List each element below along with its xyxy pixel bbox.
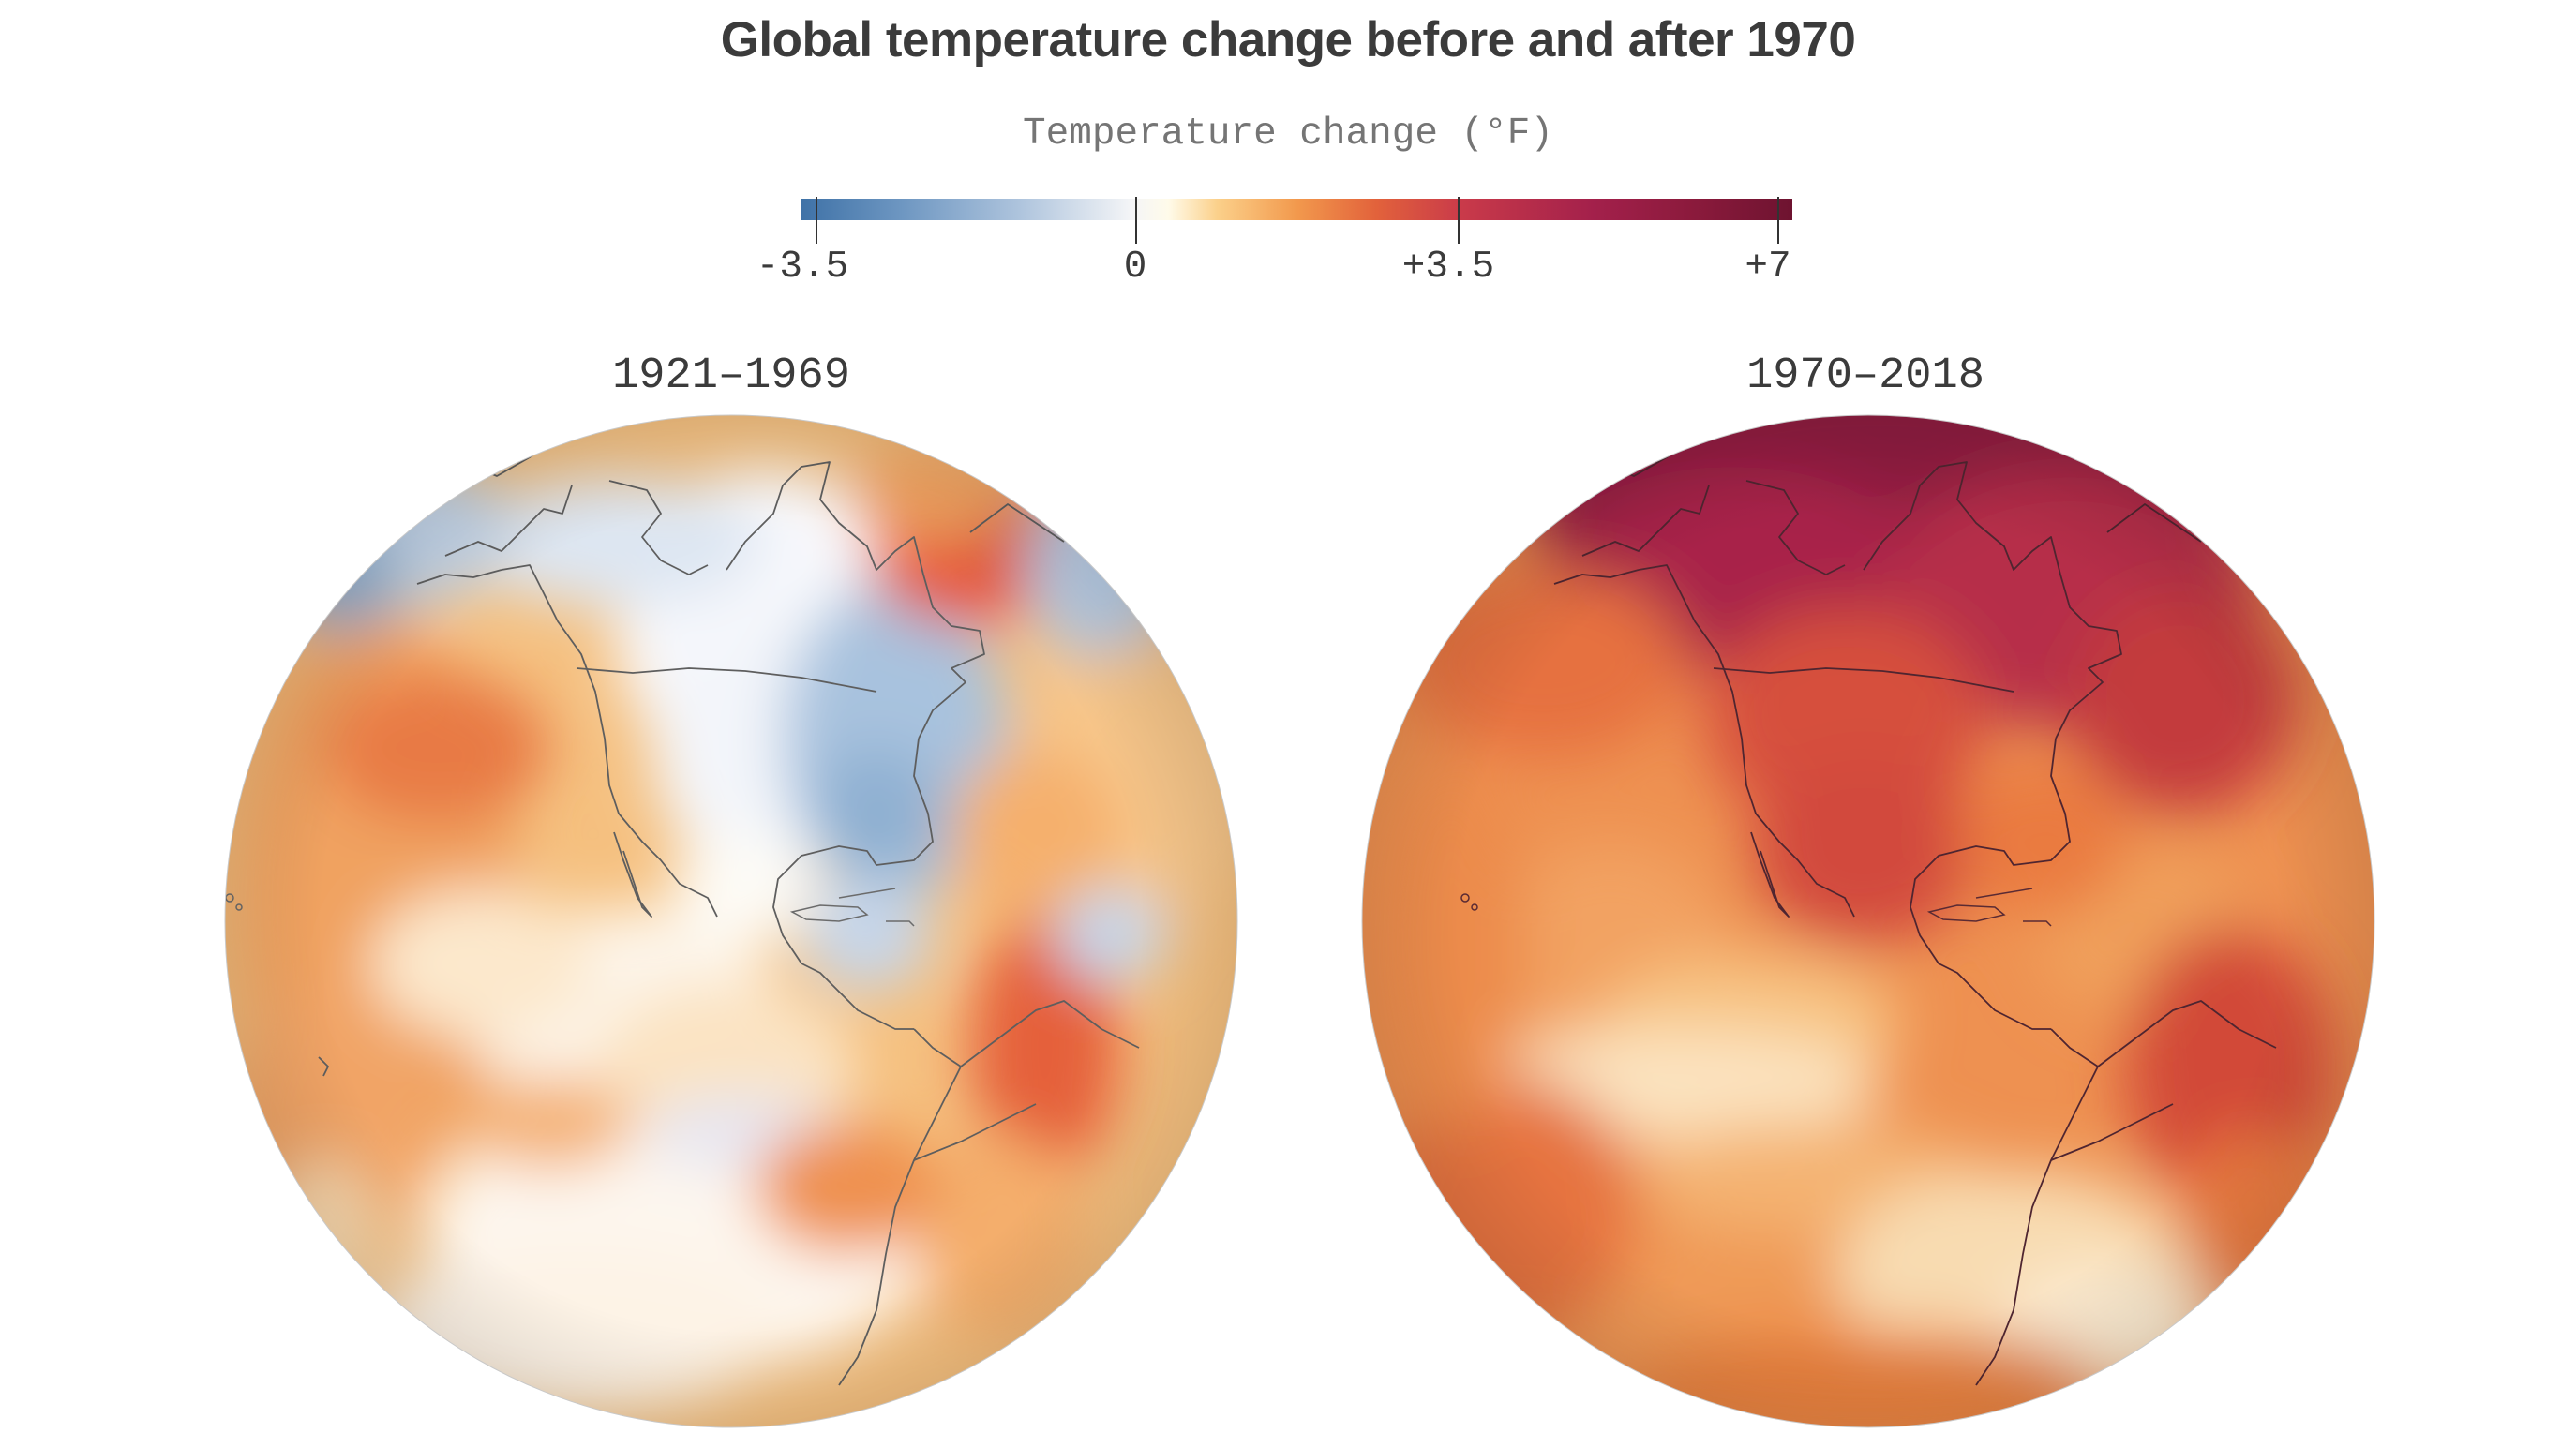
legend-tick-mark: [1135, 197, 1137, 244]
temperature-color-scale: [801, 199, 1792, 220]
globe-1970-2018: [1361, 414, 2375, 1428]
legend-tick-label: -3.5: [756, 246, 849, 289]
panel-title-before-1970: 1921–1969: [612, 351, 850, 401]
legend-tick-label: 0: [1123, 246, 1147, 289]
legend-title: Temperature change (°F): [1023, 112, 1553, 156]
legend-tick-mark: [816, 197, 817, 244]
legend-tick-label: +7: [1745, 246, 1791, 289]
legend-tick-mark: [1458, 197, 1460, 244]
globe-1921-1969: [224, 414, 1238, 1428]
legend-tick-mark: [1777, 197, 1779, 244]
chart-title: Global temperature change before and aft…: [720, 12, 1856, 67]
legend-tick-label: +3.5: [1401, 246, 1495, 289]
panel-title-after-1970: 1970–2018: [1746, 351, 1984, 401]
